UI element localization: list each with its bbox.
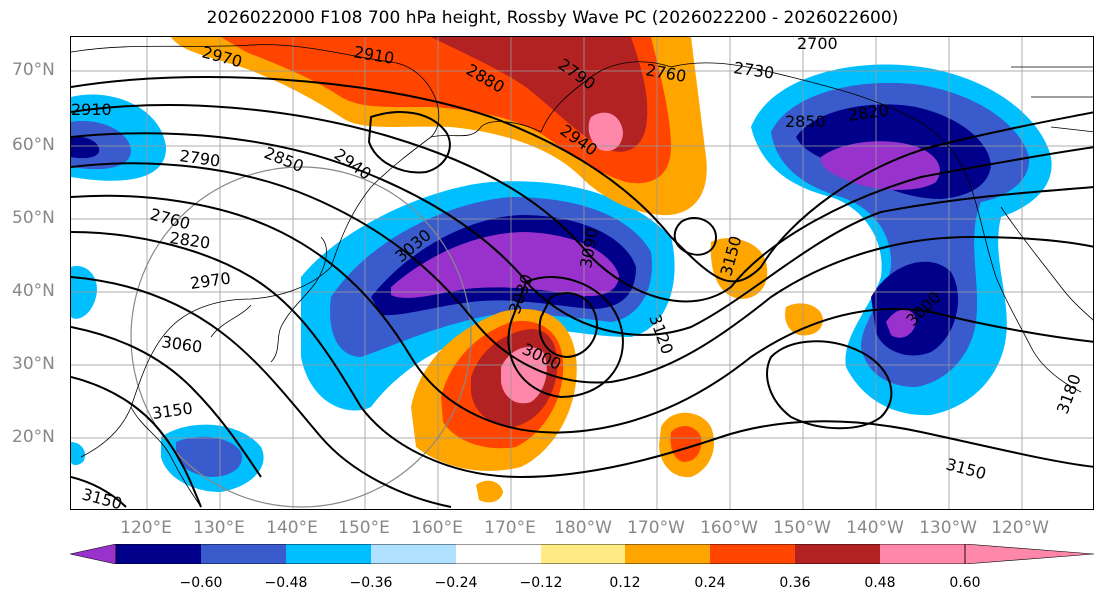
contour-label: 2910 (71, 100, 112, 119)
colorbar-extend-min (70, 544, 117, 564)
colorbar-segment (286, 544, 371, 564)
colorbar-segment (625, 544, 710, 564)
lat-label-70n: 70°N (12, 60, 55, 80)
contour-label: 2700 (797, 37, 838, 53)
colorbar-tick: 0.24 (694, 575, 726, 591)
lon-label-170w: 170°W (627, 518, 685, 538)
colorbar-segment (456, 544, 541, 564)
colorbar-segment (371, 544, 456, 564)
map-title: 2026022000 F108 700 hPa height, Rossby W… (206, 8, 899, 28)
colorbar-extend-max (964, 544, 1094, 564)
colorbar-tick: −0.48 (264, 575, 308, 591)
colorbar (70, 544, 1094, 564)
colorbar-segment (710, 544, 795, 564)
negative-anomaly-fill (71, 64, 1052, 492)
colorbar-segment (795, 544, 880, 564)
graticule (71, 37, 1093, 509)
contour-label: 2850 (785, 112, 826, 131)
colorbar-tick: −0.60 (179, 575, 223, 591)
lon-label-150e: 150°E (338, 518, 390, 538)
contour-label: 3150 (944, 455, 988, 484)
colorbar-segment (541, 544, 625, 564)
colorbar-tick: 0.12 (609, 575, 641, 591)
lon-label-120w: 120°W (991, 518, 1049, 538)
contour-label: 2730 (732, 58, 775, 82)
colorbar-tick: 0.60 (949, 575, 981, 591)
contour-label: 2970 (189, 268, 232, 292)
colorbar-segment (116, 544, 201, 564)
lat-label-50n: 50°N (12, 208, 55, 228)
contour-label: 3150 (151, 398, 194, 422)
range-circle (130, 166, 472, 508)
colorbar-tick: 0.36 (779, 575, 811, 591)
height-contours (71, 76, 1093, 508)
contour-label: 3060 (160, 332, 203, 356)
lon-label-160w: 160°W (700, 518, 758, 538)
colorbar-tick: 0.48 (864, 575, 896, 591)
colorbar-tick: −0.36 (349, 575, 393, 591)
colorbar-tick: −0.12 (519, 575, 563, 591)
lon-label-140e: 140°E (266, 518, 318, 538)
lat-label-30n: 30°N (12, 354, 55, 374)
lat-label-20n: 20°N (12, 427, 55, 447)
colorbar-segment (201, 544, 286, 564)
colorbar-segment (880, 544, 965, 564)
lon-label-130w: 130°W (919, 518, 977, 538)
map-panel: 2970 2910 2880 2790 2700 2760 2730 2910 … (70, 36, 1094, 510)
coastlines (71, 44, 1093, 508)
lon-label-130e: 130°E (193, 518, 245, 538)
lon-label-120e: 120°E (120, 518, 172, 538)
contour-label: 2940 (331, 145, 375, 184)
contour-label: 2820 (168, 228, 211, 252)
map-canvas: 2970 2910 2880 2790 2700 2760 2730 2910 … (71, 37, 1093, 510)
colorbar-tick: −0.24 (434, 575, 478, 591)
contour-label: 3180 (1053, 372, 1085, 417)
lat-label-60n: 60°N (12, 135, 55, 155)
lon-label-140w: 140°W (846, 518, 904, 538)
contour-label: 2790 (178, 146, 221, 170)
lon-label-170e: 170°E (484, 518, 536, 538)
contour-label: 3150 (80, 485, 124, 510)
lon-label-160e: 160°E (411, 518, 463, 538)
lon-label-150w: 150°W (773, 518, 831, 538)
lat-label-40n: 40°N (12, 281, 55, 301)
lon-label-180w: 180°W (554, 518, 612, 538)
